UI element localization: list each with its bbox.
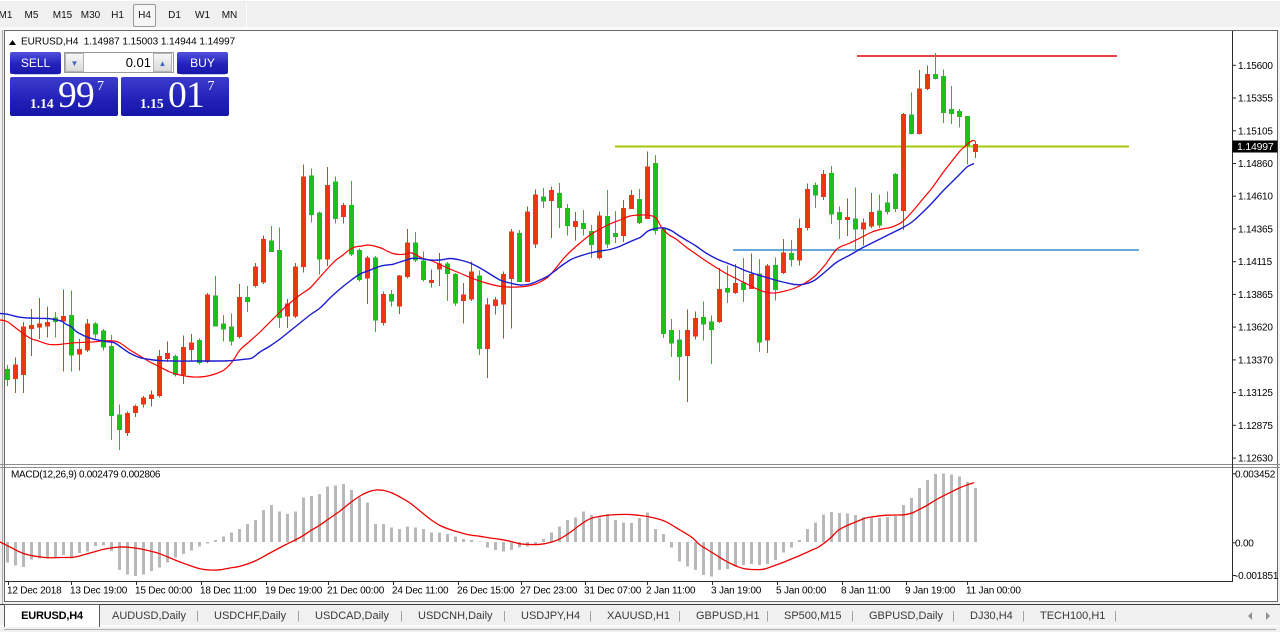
svg-text:26 Dec 15:00: 26 Dec 15:00 xyxy=(457,586,515,597)
svg-text:1.12630: 1.12630 xyxy=(1238,454,1273,465)
svg-text:9 Jan 19:00: 9 Jan 19:00 xyxy=(905,586,956,597)
svg-text:1.12875: 1.12875 xyxy=(1238,421,1273,432)
svg-text:1.13370: 1.13370 xyxy=(1238,355,1273,366)
svg-text:5 Jan 00:00: 5 Jan 00:00 xyxy=(776,586,827,597)
svg-text:1.13865: 1.13865 xyxy=(1238,290,1273,301)
svg-text:1.14115: 1.14115 xyxy=(1238,257,1273,268)
svg-text:27 Dec 23:00: 27 Dec 23:00 xyxy=(520,586,578,597)
svg-text:MACD(12,26,9) 0.002479 0.00280: MACD(12,26,9) 0.002479 0.002806 xyxy=(11,470,161,481)
svg-text:1.14860: 1.14860 xyxy=(1238,159,1273,170)
svg-text:0.00: 0.00 xyxy=(1235,538,1254,549)
svg-text:2 Jan 11:00: 2 Jan 11:00 xyxy=(646,586,696,597)
svg-text:24 Dec 11:00: 24 Dec 11:00 xyxy=(392,586,449,597)
svg-text:0.003452: 0.003452 xyxy=(1235,469,1276,480)
svg-text:1.14610: 1.14610 xyxy=(1238,192,1273,203)
svg-text:1.13620: 1.13620 xyxy=(1238,323,1273,334)
svg-text:1.15105: 1.15105 xyxy=(1238,126,1273,137)
svg-text:11 Jan 00:00: 11 Jan 00:00 xyxy=(966,586,1021,597)
svg-text:12 Dec 2018: 12 Dec 2018 xyxy=(7,586,62,597)
svg-text:15 Dec 00:00: 15 Dec 00:00 xyxy=(135,586,193,597)
svg-text:13 Dec 19:00: 13 Dec 19:00 xyxy=(70,586,128,597)
svg-text:1.15355: 1.15355 xyxy=(1238,94,1273,105)
svg-text:-0.001851: -0.001851 xyxy=(1235,571,1279,582)
svg-text:8 Jan 11:00: 8 Jan 11:00 xyxy=(841,586,891,597)
svg-text:1.14997: 1.14997 xyxy=(1237,141,1274,153)
svg-text:1.14365: 1.14365 xyxy=(1238,224,1273,235)
svg-text:19 Dec 19:00: 19 Dec 19:00 xyxy=(265,586,323,597)
svg-text:31 Dec 07:00: 31 Dec 07:00 xyxy=(584,586,642,597)
svg-text:21 Dec 00:00: 21 Dec 00:00 xyxy=(327,586,385,597)
svg-text:1.13125: 1.13125 xyxy=(1238,388,1273,399)
svg-text:1.15600: 1.15600 xyxy=(1238,61,1273,72)
svg-text:EURUSD,H4 1.14987 1.15003 1.1: EURUSD,H4 1.14987 1.15003 1.14944 1.1499… xyxy=(21,37,236,48)
svg-text:18 Dec 11:00: 18 Dec 11:00 xyxy=(200,586,257,597)
svg-text:3 Jan 19:00: 3 Jan 19:00 xyxy=(711,586,762,597)
